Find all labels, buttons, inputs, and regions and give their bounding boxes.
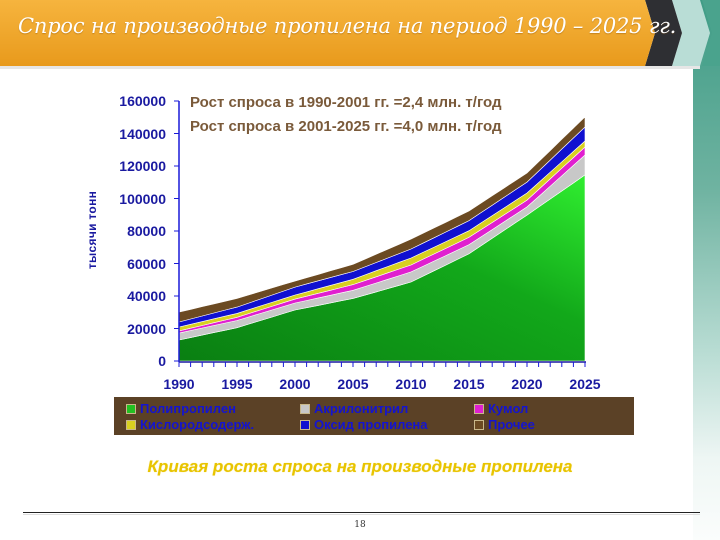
x-tick-label: 2010: [395, 376, 427, 392]
y-tick-label: 100000: [119, 191, 166, 207]
y-tick-label: 20000: [127, 321, 166, 337]
growth-note-2001-2025: Рост спроса в 2001-2025 гг. =4,0 млн. т/…: [190, 118, 502, 135]
legend-swatch-icon: [300, 403, 310, 414]
chart-caption: Кривая роста спроса на производные пропи…: [147, 457, 573, 476]
x-tick-label: 1995: [221, 376, 253, 392]
legend-swatch-icon: [474, 419, 484, 430]
footer-divider-shadow: [23, 514, 700, 515]
slide-title: Спрос на производные пропилена на период…: [18, 14, 677, 38]
legend-item-oxygenates: Кислородсодерж.: [126, 417, 254, 432]
legend-swatch-icon: [126, 403, 136, 414]
title-banner: Спрос на производные пропилена на период…: [0, 0, 720, 70]
x-tick-label: 2015: [453, 376, 485, 392]
legend-swatch-icon: [126, 419, 136, 430]
legend-item-acrylonitrile: Акрилонитрил: [300, 401, 408, 416]
area-series-5: [178, 116, 586, 323]
y-tick-label: 120000: [119, 158, 166, 174]
chart-legend: Полипропилен Акрилонитрил Кумол Кислород…: [114, 397, 634, 435]
banner-chevrons-graphic: [0, 0, 720, 69]
x-tick-label: 2000: [279, 376, 311, 392]
x-tick-label: 2020: [511, 376, 543, 392]
x-tick-label: 1990: [163, 376, 195, 392]
legend-item-polypropylene: Полипропилен: [126, 401, 236, 416]
x-tick-label: 2025: [569, 376, 601, 392]
y-tick-label: 160000: [119, 93, 166, 109]
y-tick-label: 140000: [119, 126, 166, 142]
y-tick-label: 60000: [127, 256, 166, 272]
legend-swatch-icon: [300, 419, 310, 430]
page-number: 18: [354, 520, 366, 530]
legend-item-other: Прочее: [474, 417, 535, 432]
footer-divider: [23, 512, 700, 513]
growth-note-1990-2001: Рост спроса в 1990-2001 гг. =2,4 млн. т/…: [190, 94, 502, 111]
legend-swatch-icon: [474, 403, 484, 414]
y-tick-label: 0: [158, 353, 166, 369]
y-tick-label: 80000: [127, 223, 166, 239]
legend-item-cumene: Кумол: [474, 401, 528, 416]
decorative-teal-strip: [693, 0, 720, 540]
legend-item-propylene-oxide: Оксид пропилена: [300, 417, 428, 432]
x-tick-label: 2005: [337, 376, 369, 392]
y-tick-label: 40000: [127, 288, 166, 304]
